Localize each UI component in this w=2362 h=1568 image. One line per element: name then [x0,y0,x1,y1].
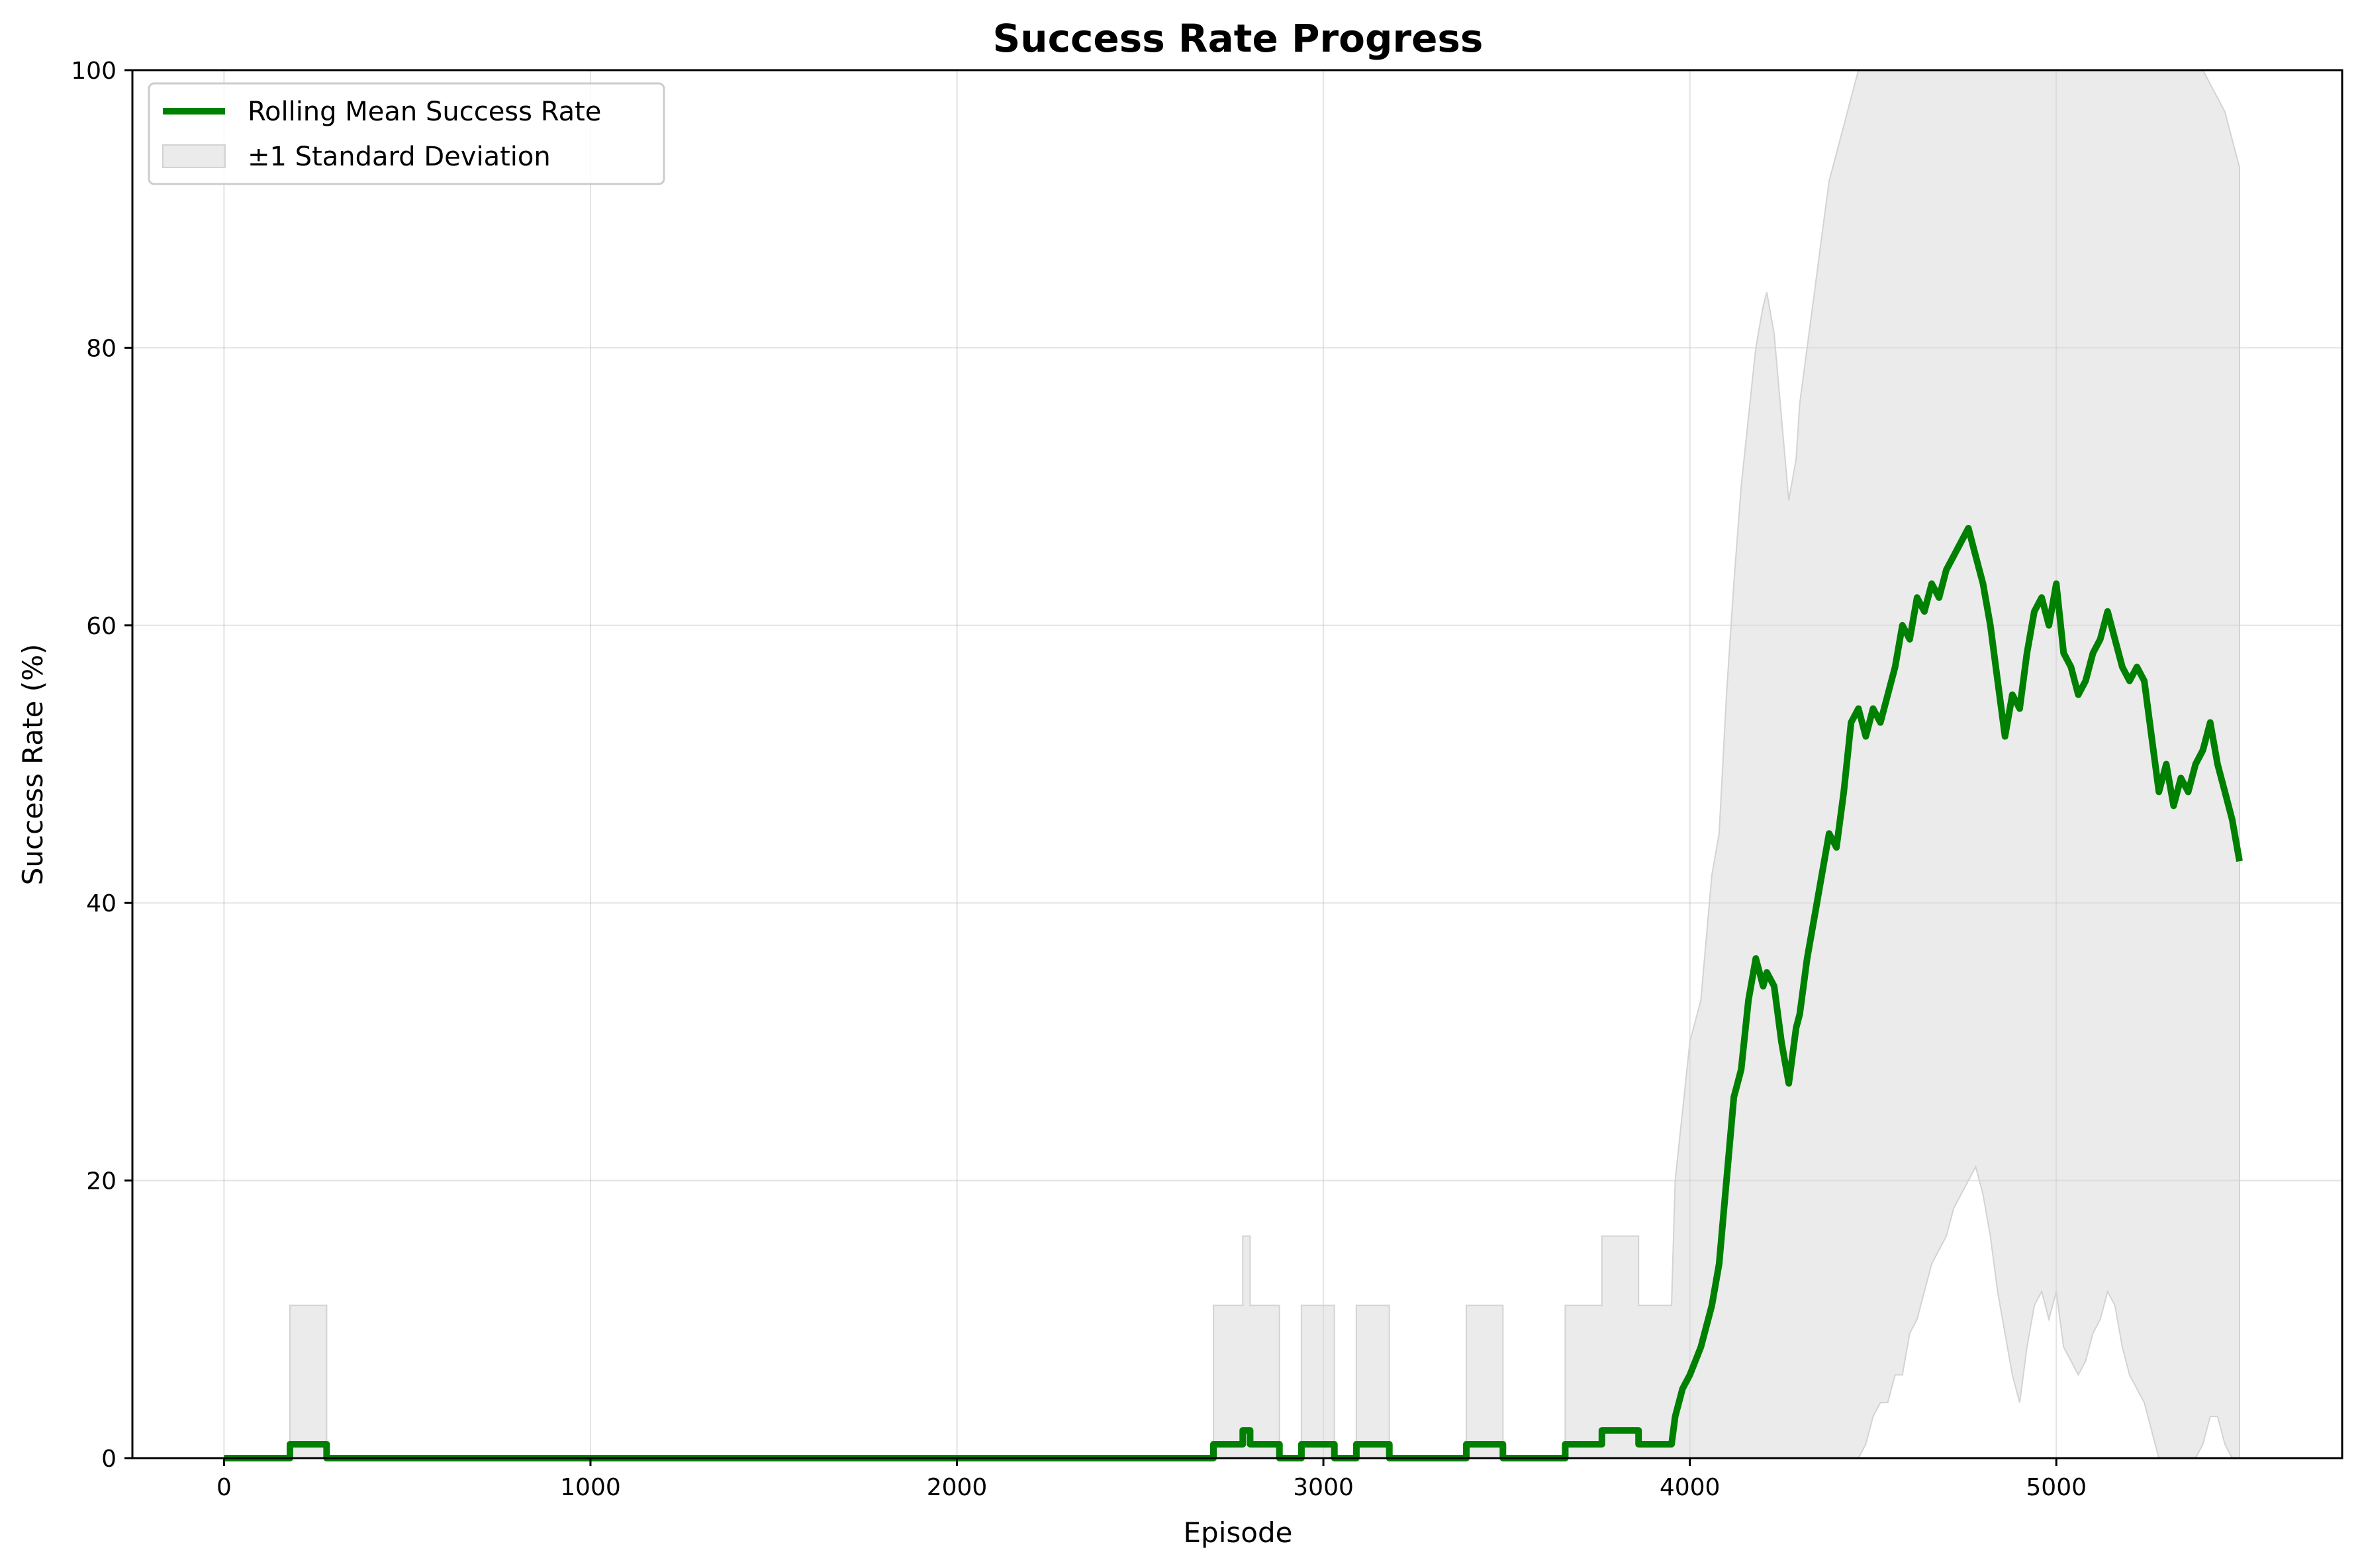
legend-box [148,82,665,185]
plot-background [132,70,2342,1458]
y-axis-ticks: 0 20 40 60 80 100 [71,58,132,1473]
x-tick-label: 1000 [560,1474,621,1501]
y-tick-label: 100 [71,58,117,85]
rolling-mean-series [224,525,2243,1461]
x-tick-label: 2000 [927,1474,988,1501]
axes-frame [131,69,2343,1459]
plot-area [132,70,2342,1458]
y-tick-label: 40 [86,890,117,917]
x-tick-label: 0 [216,1474,232,1501]
y-tick-label: 60 [86,613,117,640]
plot-frame [131,69,2343,1459]
legend-band-swatch [162,144,226,168]
x-tick-label: 5000 [2026,1474,2087,1501]
y-axis-label: Success Rate (%) [17,644,49,886]
legend-label-mean: Rolling Mean Success Rate [248,97,601,127]
x-tick-label: 4000 [1660,1474,1721,1501]
y-tick-label: 80 [86,335,117,362]
x-tick-label: 3000 [1293,1474,1354,1501]
y-tick-label: 20 [86,1168,117,1195]
y-tick-label: 0 [101,1446,117,1473]
x-axis-label: Episode [1184,1516,1293,1549]
legend: Rolling Mean Success Rate ±1 Standard De… [148,82,665,185]
chart-title: Success Rate Progress [993,16,1484,61]
legend-label-std: ±1 Standard Deviation [248,142,551,172]
x-axis-ticks: 0 1000 2000 3000 4000 5000 [216,1458,2087,1501]
rolling-mean-line [224,525,2243,1461]
